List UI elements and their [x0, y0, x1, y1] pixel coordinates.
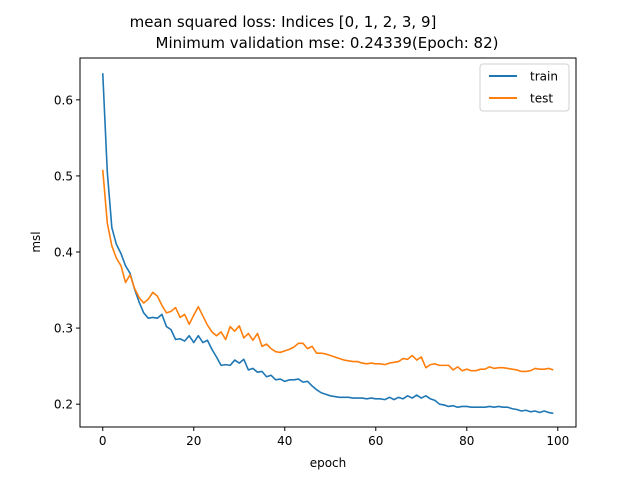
- x-tick-label: 80: [459, 434, 474, 448]
- y-axis-label: msl: [29, 231, 43, 252]
- plot-frame: [79, 57, 577, 428]
- x-tick-label: 100: [546, 434, 569, 448]
- x-tick-label: 0: [99, 434, 107, 448]
- y-tick-label: 0.6: [54, 93, 73, 107]
- y-tick-label: 0.2: [54, 398, 73, 412]
- y-axis-ticks: 0.2 0.3 0.4 0.5 0.6: [54, 93, 80, 412]
- legend-train-label: train: [530, 70, 558, 84]
- series-group: [101, 73, 554, 415]
- plot-area: [79, 57, 577, 428]
- chart-title-line2: Minimum validation mse: 0.24339(Epoch: 8…: [156, 34, 499, 52]
- series-line-train: [101, 73, 554, 415]
- x-tick-label: 60: [368, 434, 383, 448]
- y-tick-label: 0.4: [54, 246, 73, 260]
- y-tick-label: 0.5: [54, 169, 73, 183]
- y-tick-label: 0.3: [54, 322, 73, 336]
- x-axis-ticks: 0 20 40 60 80 100: [99, 427, 569, 448]
- x-tick-label: 40: [277, 434, 292, 448]
- x-tick-label: 20: [186, 434, 201, 448]
- legend-test-label: test: [530, 92, 553, 106]
- chart-title-line1: mean squared loss: Indices [0, 1, 2, 3, …: [130, 13, 437, 31]
- x-axis-label: epoch: [310, 456, 347, 470]
- legend: train test: [479, 63, 570, 112]
- series-line-test: [101, 169, 554, 373]
